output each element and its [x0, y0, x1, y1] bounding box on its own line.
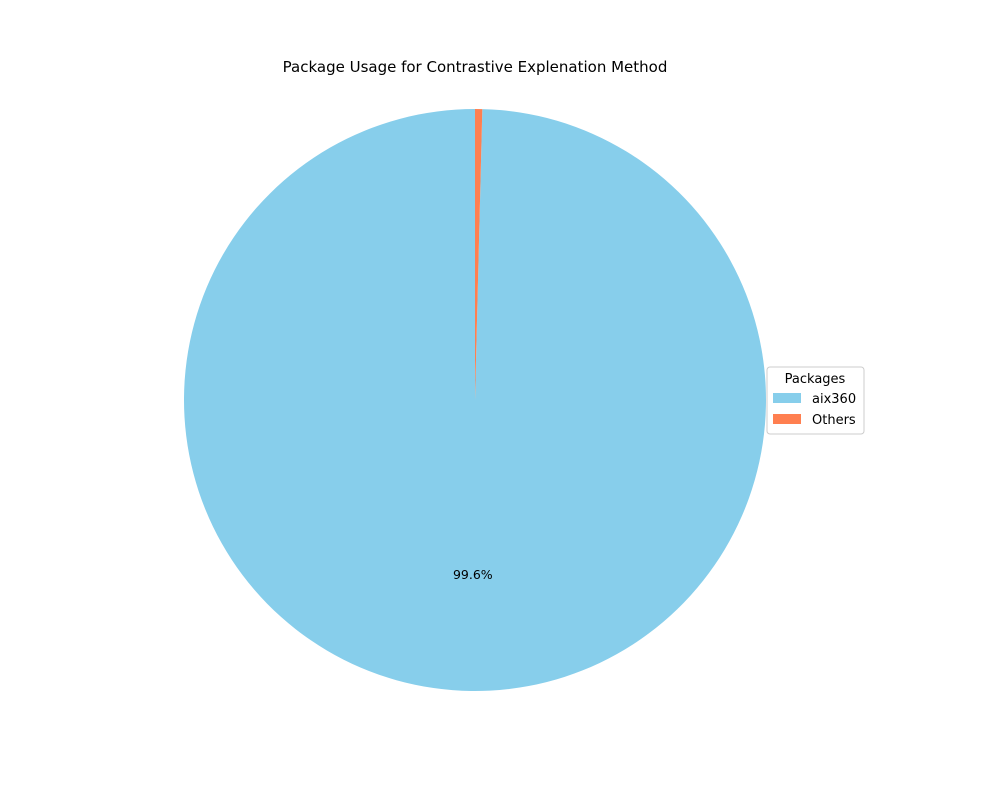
legend-label: aix360	[812, 392, 856, 407]
legend-items: aix360 Others	[773, 392, 856, 428]
pie-slice-others	[475, 109, 483, 400]
chart-title: Package Usage for Contrastive Explenatio…	[283, 58, 668, 76]
legend-swatch	[773, 393, 801, 403]
pie-slices	[183, 109, 766, 691]
legend-title: Packages	[785, 372, 846, 387]
pie-percent-label: 99.6%	[453, 567, 493, 582]
pie-slice-aix360	[183, 109, 766, 691]
legend-swatch	[773, 414, 801, 424]
pie-percent-labels: 99.6%	[453, 567, 493, 582]
legend-label: Others	[812, 413, 856, 428]
legend: Packages aix360 Others	[766, 366, 865, 435]
